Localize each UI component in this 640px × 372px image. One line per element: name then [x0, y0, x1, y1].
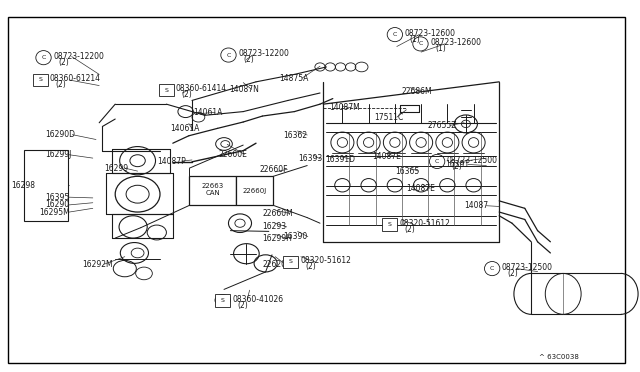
Text: (2): (2) — [404, 225, 415, 234]
Bar — [33, 74, 48, 86]
Text: (2): (2) — [237, 301, 248, 310]
Bar — [189, 176, 236, 205]
Text: (2): (2) — [243, 55, 254, 64]
Text: 22660J: 22660J — [243, 188, 267, 194]
Text: C: C — [435, 159, 439, 164]
Text: (2): (2) — [181, 90, 192, 99]
Text: C: C — [42, 55, 45, 60]
Text: 16299J: 16299J — [45, 150, 71, 159]
Bar — [215, 294, 230, 307]
Text: (1): (1) — [410, 35, 420, 44]
Text: 16299: 16299 — [104, 164, 129, 173]
Text: 08723-12600: 08723-12600 — [430, 38, 481, 47]
Text: 16298: 16298 — [12, 181, 35, 190]
Text: (2): (2) — [58, 58, 69, 67]
Text: 14061A: 14061A — [193, 108, 223, 117]
Text: C: C — [490, 266, 494, 271]
Text: ^ 63C0038: ^ 63C0038 — [539, 354, 579, 360]
Text: 16299H: 16299H — [262, 234, 292, 243]
Text: 22660E: 22660E — [219, 150, 248, 159]
Text: 14087N: 14087N — [229, 85, 259, 94]
Text: 16290D: 16290D — [45, 130, 75, 139]
Text: (2): (2) — [55, 80, 66, 89]
Text: 16293: 16293 — [262, 222, 287, 231]
Text: 16365: 16365 — [395, 167, 419, 176]
Text: 16391D: 16391D — [325, 155, 355, 164]
Text: (2): (2) — [305, 262, 316, 271]
Text: S: S — [289, 259, 292, 264]
Text: 14061A: 14061A — [170, 124, 200, 133]
Text: 16395: 16395 — [45, 193, 69, 202]
Text: 14875A: 14875A — [280, 74, 309, 83]
Text: (1): (1) — [435, 44, 446, 53]
Text: (2): (2) — [452, 162, 463, 171]
Text: 16290: 16290 — [45, 201, 69, 209]
Text: S: S — [221, 298, 225, 303]
Text: S: S — [38, 77, 42, 83]
Text: S: S — [164, 87, 168, 93]
Text: 08360-61414: 08360-61414 — [176, 84, 227, 93]
Text: 27655Z: 27655Z — [428, 121, 457, 130]
Text: 08360-41026: 08360-41026 — [232, 295, 284, 304]
Bar — [283, 256, 298, 268]
Text: 08723-12600: 08723-12600 — [404, 29, 456, 38]
Text: 08320-51612: 08320-51612 — [399, 219, 450, 228]
Text: 16292M: 16292M — [82, 260, 113, 269]
Text: 14087E: 14087E — [406, 184, 435, 193]
Text: 14087P: 14087P — [157, 157, 186, 166]
Text: 22686M: 22686M — [401, 87, 432, 96]
Text: 22660F: 22660F — [260, 165, 289, 174]
Text: C: C — [419, 41, 422, 46]
Text: 22663: 22663 — [202, 183, 224, 189]
Bar — [382, 218, 397, 231]
Text: CAN: CAN — [205, 190, 220, 196]
Bar — [236, 176, 273, 205]
Text: 08360-61214: 08360-61214 — [50, 74, 101, 83]
Text: 08723-12200: 08723-12200 — [238, 49, 289, 58]
Text: 08723-12200: 08723-12200 — [53, 52, 104, 61]
Text: C: C — [227, 52, 230, 58]
Text: 16391: 16391 — [445, 160, 469, 169]
Bar — [159, 84, 174, 96]
Text: 16295M: 16295M — [40, 208, 70, 217]
Text: S: S — [388, 222, 392, 227]
Text: 14087E: 14087E — [372, 153, 401, 161]
Text: 17511C: 17511C — [374, 113, 404, 122]
Text: 14087: 14087 — [465, 201, 489, 210]
Text: 14087M: 14087M — [329, 103, 360, 112]
Text: C: C — [393, 32, 397, 37]
Text: 16390: 16390 — [283, 232, 307, 241]
Text: 16362: 16362 — [284, 131, 308, 140]
Text: 22620: 22620 — [262, 260, 287, 269]
Text: 08723-12500: 08723-12500 — [447, 156, 498, 165]
Text: 08723-12500: 08723-12500 — [502, 263, 553, 272]
Text: 08320-51612: 08320-51612 — [300, 256, 351, 265]
Text: (2): (2) — [507, 269, 518, 278]
Text: 22660M: 22660M — [262, 209, 293, 218]
Text: 16393: 16393 — [298, 154, 323, 163]
Bar — [24, 150, 68, 221]
